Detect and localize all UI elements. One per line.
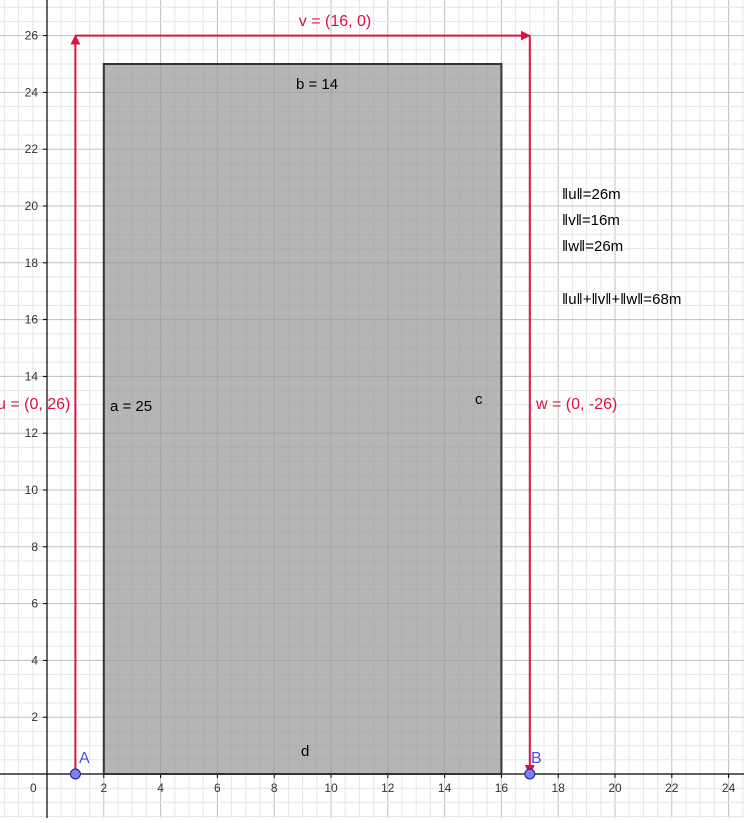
- x-tick-label: 8: [271, 781, 278, 795]
- norm-u-text: ‖u‖=26m: [562, 186, 621, 203]
- x-tick-label: 2: [100, 781, 107, 795]
- origin-label: 0: [30, 781, 37, 795]
- norm-v-text: ‖v‖=16m: [562, 212, 620, 229]
- x-tick-label: 6: [214, 781, 221, 795]
- y-tick-label: 4: [31, 653, 38, 667]
- y-tick-label: 8: [31, 540, 38, 554]
- y-tick-label: 12: [25, 426, 39, 440]
- point-b[interactable]: [524, 768, 536, 780]
- segment-c-label: c: [475, 391, 483, 408]
- y-tick-label: 20: [25, 199, 39, 213]
- norm-w-text: ‖w‖=26m: [562, 238, 623, 255]
- vector-w-label: w = (0, -26): [535, 396, 617, 413]
- point-a[interactable]: [69, 768, 81, 780]
- y-tick-label: 26: [25, 29, 39, 43]
- x-tick-label: 4: [157, 781, 164, 795]
- segment-a-label: a = 25: [110, 398, 152, 415]
- y-tick-label: 10: [25, 483, 39, 497]
- x-tick-label: 10: [324, 781, 338, 795]
- y-tick-label: 24: [25, 85, 39, 99]
- x-tick-label: 24: [722, 781, 736, 795]
- y-tick-label: 6: [31, 597, 38, 611]
- vector-u-label: u = (0, 26): [0, 396, 70, 413]
- x-tick-label: 22: [665, 781, 679, 795]
- x-tick-label: 12: [381, 781, 395, 795]
- y-tick-label: 2: [31, 710, 38, 724]
- rectangle-polygon[interactable]: [102, 63, 503, 775]
- x-tick-label: 16: [495, 781, 509, 795]
- vector-v-label: v = (16, 0): [299, 13, 371, 30]
- norm-sum-text: ‖u‖+‖v‖+‖w‖=68m: [562, 291, 681, 308]
- y-tick-label: 22: [25, 142, 39, 156]
- x-tick-label: 20: [608, 781, 622, 795]
- segment-b-label: b = 14: [296, 76, 338, 93]
- x-axis-ticks: 2 4 6 8 10 12 14 16 18 20 22 24: [100, 774, 736, 795]
- x-tick-label: 18: [552, 781, 566, 795]
- y-tick-label: 14: [25, 369, 39, 383]
- point-a-label: A: [79, 750, 90, 767]
- point-b-label: B: [531, 750, 542, 767]
- y-tick-label: 16: [25, 313, 39, 327]
- x-tick-label: 14: [438, 781, 452, 795]
- segment-d-label: d: [301, 743, 309, 760]
- y-tick-label: 18: [25, 256, 39, 270]
